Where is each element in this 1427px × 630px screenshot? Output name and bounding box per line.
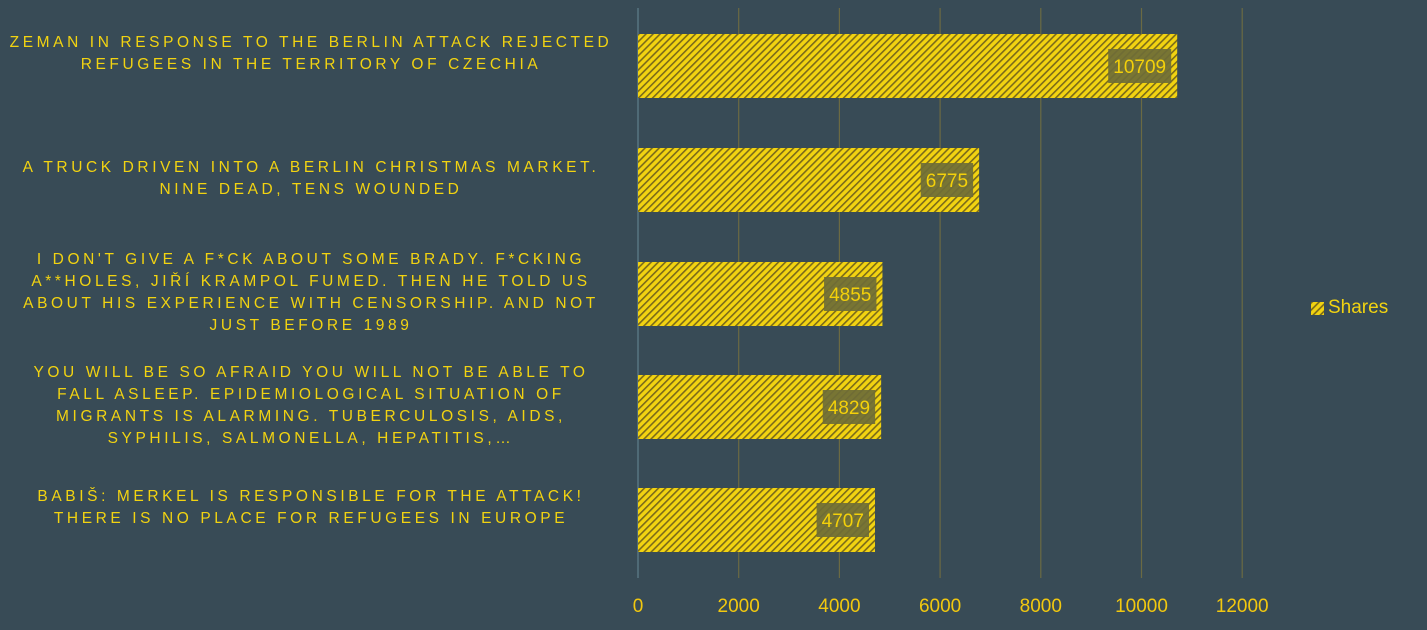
- data-label-0: 10709: [1113, 57, 1166, 78]
- bar-0: [638, 34, 1178, 98]
- data-labels: 10709 6775 4855 4829 4707: [816, 49, 1172, 537]
- legend-swatch: [1311, 301, 1324, 315]
- data-label-2: 4855: [829, 285, 871, 306]
- data-label-3: 4829: [828, 398, 870, 419]
- data-label-4: 4707: [822, 511, 864, 532]
- gridlines: [738, 8, 1243, 578]
- data-label-bg-0: [1108, 49, 1172, 83]
- legend-label-shares: Shares: [1328, 297, 1389, 318]
- x-tick-label-0: 0: [633, 596, 644, 617]
- x-tick-label-8000: 8000: [1020, 596, 1062, 617]
- category-label-2: I don't give a f*ck about some Brady. F*…: [23, 251, 599, 334]
- x-tick-label-10000: 10000: [1115, 596, 1168, 617]
- category-label-0: Zeman in response to the Berlin attack r…: [9, 34, 613, 73]
- category-label-1: A truck driven into a Berlin Christmas m…: [22, 159, 600, 198]
- data-label-bg-3: [822, 390, 876, 424]
- data-label-1: 6775: [926, 171, 968, 192]
- x-tick-label-2000: 2000: [718, 596, 760, 617]
- x-tick-labels: 0 2000 4000 6000 8000 10000 12000: [633, 596, 1269, 617]
- category-label-4: Babiš: Merkel is responsible for the att…: [37, 488, 585, 527]
- x-tick-label-6000: 6000: [919, 596, 961, 617]
- legend: Shares: [1311, 297, 1388, 319]
- x-tick-label-12000: 12000: [1216, 596, 1269, 617]
- x-tick-label-4000: 4000: [818, 596, 860, 617]
- data-label-bg-2: [824, 277, 877, 311]
- category-label-3: You will be so afraid you will not be ab…: [33, 364, 589, 447]
- data-label-bg-1: [920, 163, 974, 197]
- bars: [638, 34, 1178, 552]
- data-label-bg-4: [816, 503, 869, 537]
